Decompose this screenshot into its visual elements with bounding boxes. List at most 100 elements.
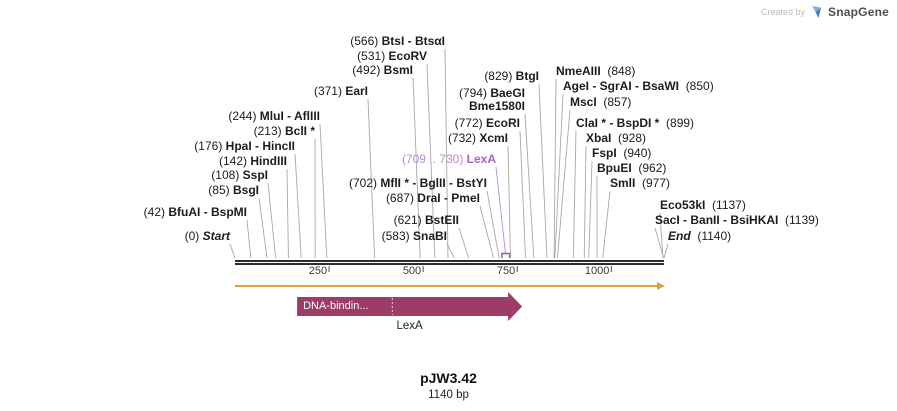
cut-position: (371) <box>313 84 342 98</box>
label-btgi[interactable]: (829) BtgI <box>484 70 539 83</box>
label-msci[interactable]: MscI (857) <box>570 96 631 109</box>
cut-position: (1137) <box>712 198 746 212</box>
cut-position: (42) <box>143 205 165 219</box>
label-hindiii[interactable]: (142) HindIII <box>219 155 287 168</box>
connector-line <box>319 123 328 259</box>
connector-line <box>229 243 236 259</box>
enzyme-name: EcoRI <box>485 116 520 130</box>
cut-position: (244) <box>228 109 257 123</box>
connector-line <box>583 145 587 259</box>
label-nmeaiii[interactable]: NmeAIII (848) <box>556 65 635 78</box>
enzyme-name: MflI * - BglII - BstYI <box>380 176 487 190</box>
label-bsmi[interactable]: (492) BsmI <box>352 64 413 77</box>
label-drai-pmei[interactable]: (687) DraI - PmeI <box>386 192 480 205</box>
label-eco53ki[interactable]: Eco53kI (1137) <box>660 199 746 212</box>
connector-line <box>479 205 494 259</box>
feature-site-bracket[interactable] <box>501 252 511 259</box>
cut-position: (531) <box>357 49 386 63</box>
connector-line <box>663 243 669 259</box>
enzyme-name: BfuAI - BspMI <box>168 205 247 219</box>
label-eari[interactable]: (371) EarI <box>314 85 368 98</box>
label-hpai-hincii[interactable]: (176) HpaI - HincII <box>194 140 295 153</box>
enzyme-name: MluI - AflIII <box>259 109 320 123</box>
sequence-strand-top <box>235 260 664 262</box>
cut-position: (687) <box>385 191 414 205</box>
label-baegi-bme1580i[interactable]: (794) BaeGI Bme1580I <box>459 87 525 113</box>
enzyme-name: BaeGI <box>490 86 525 100</box>
plasmid-length: 1140 bp <box>428 389 469 401</box>
enzyme-name: DraI - PmeI <box>417 191 480 205</box>
label-smli[interactable]: SmlI (977) <box>610 177 670 190</box>
cut-position: (1140) <box>697 229 732 243</box>
label-saci-banii-bsihkai[interactable]: SacI - BanII - BsiHKAI (1139) <box>655 214 819 227</box>
enzyme-name: BclI * <box>284 124 315 138</box>
enzyme-name: FspI <box>592 146 617 160</box>
enzyme-name: BtgI <box>515 69 539 83</box>
enzyme-name: EcoRV <box>388 49 427 63</box>
label-bsgi[interactable]: (85) BsgI <box>208 184 259 197</box>
enzyme-name: SnaBI <box>412 229 447 243</box>
label-btsi-btsai[interactable]: (566) BtsI - BtsαI <box>350 35 445 48</box>
label-ecori[interactable]: (772) EcoRI <box>455 117 520 130</box>
feature-cds-label[interactable]: DNA-bindin... <box>303 300 369 312</box>
label-lexa-site[interactable]: (709 .. 730) LexA <box>402 153 496 166</box>
connector-line <box>258 197 268 259</box>
enzyme-name: MscI <box>570 95 597 109</box>
label-bcli[interactable]: (213) BclI * <box>254 125 315 138</box>
cut-position: (0) <box>184 229 200 243</box>
cut-position: (848) <box>607 64 636 78</box>
connector-line <box>519 130 526 259</box>
enzyme-name: HpaI - HincII <box>225 139 295 153</box>
label-bfuai-bspmi[interactable]: (42) BfuAI - BspMI <box>144 206 247 219</box>
enzyme-name: LexA <box>466 152 496 166</box>
label-mfli-bglii-bstyi[interactable]: (702) MflI * - BglII - BstYI <box>349 177 487 190</box>
enzyme-name: BstEII <box>424 213 459 227</box>
label-bsteii[interactable]: (621) BstEII <box>394 214 459 227</box>
label-sspi[interactable]: (108) SspI <box>211 169 268 182</box>
label-start[interactable]: (0) Start <box>185 230 230 243</box>
cut-position: (940) <box>623 146 652 160</box>
connector-line <box>367 98 376 259</box>
enzyme-name: Eco53kI <box>660 198 706 212</box>
label-ecorv[interactable]: (531) EcoRV <box>357 50 427 63</box>
feature-name-label: LexA <box>396 320 423 332</box>
connector-line <box>444 48 449 259</box>
enzyme-name: SacI - BanII - BsiHKAI <box>655 213 779 227</box>
connector-line <box>246 219 252 259</box>
cut-position: (732) <box>447 131 476 145</box>
enzyme-name: SspI <box>242 168 268 182</box>
enzyme-name: BsmI <box>383 63 413 77</box>
cut-position: (857) <box>603 95 632 109</box>
cut-position: (850) <box>685 79 714 93</box>
label-fspi[interactable]: FspI (940) <box>592 147 651 160</box>
label-snabi[interactable]: (583) SnaBI <box>382 230 447 243</box>
label-end[interactable]: End (1140) <box>668 230 731 243</box>
label-clai-bspdi[interactable]: ClaI * - BspDI * (899) <box>576 117 694 130</box>
cut-position: (108) <box>211 168 240 182</box>
label-bpuei[interactable]: BpuEI (962) <box>597 162 666 175</box>
enzyme-name: Start <box>202 229 230 243</box>
label-xcmi[interactable]: (732) XcmI <box>448 132 508 145</box>
cut-position: (772) <box>454 116 483 130</box>
cut-position: (702) <box>348 176 377 190</box>
connector-line <box>659 212 664 259</box>
label-agei-sgrai-bsawi[interactable]: AgeI - SgrAI - BsaWI (850) <box>563 80 714 93</box>
feature-arrow-lexa[interactable] <box>297 292 523 321</box>
cut-position: (176) <box>194 139 223 153</box>
cut-position: (621) <box>393 213 422 227</box>
label-mlui-afliii[interactable]: (244) MluI - AflIII <box>228 110 320 123</box>
sequence-strand-bottom <box>235 263 664 265</box>
connector-line <box>538 83 548 259</box>
connector-line <box>554 93 564 259</box>
label-xbai[interactable]: XbaI (928) <box>586 132 646 145</box>
credit-text: Created by <box>761 7 806 17</box>
cut-position: (142) <box>218 154 247 168</box>
enzyme-name: SmlI <box>610 176 636 190</box>
connector-line <box>572 130 577 259</box>
connector-line <box>553 78 557 259</box>
enzyme-name: BtsI - BtsαI <box>381 34 445 48</box>
ruler-number-500: 500 <box>402 265 422 277</box>
connector-line <box>446 243 455 259</box>
connector-line <box>412 77 421 259</box>
